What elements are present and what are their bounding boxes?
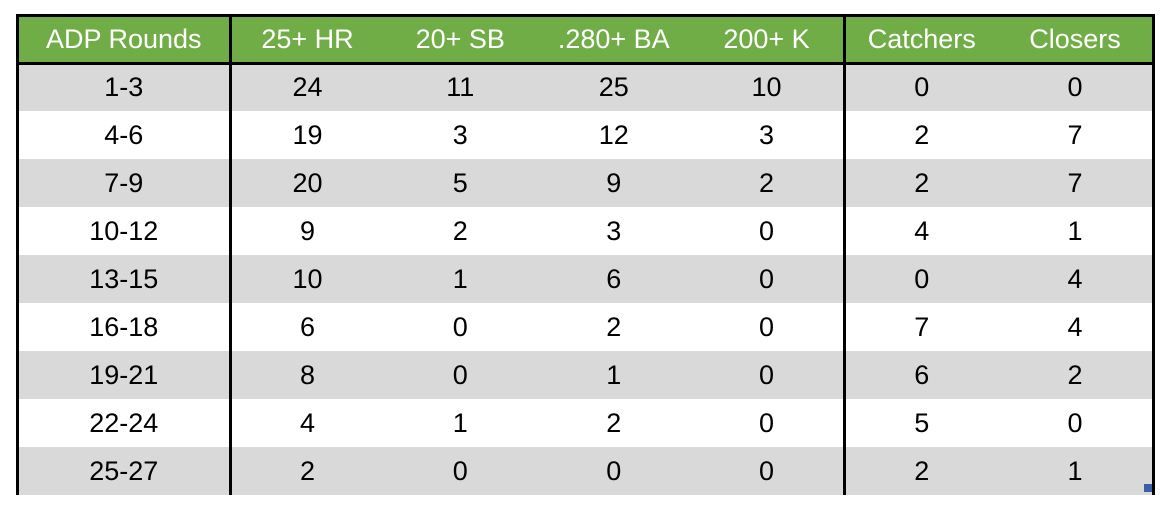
- cell-25-hr: 24: [228, 63, 384, 111]
- cell-catchers: 0: [842, 255, 998, 303]
- cell-20-sb: 0: [383, 351, 537, 399]
- cell-200-k: 0: [690, 303, 844, 351]
- cell-25-hr: 20: [228, 159, 384, 207]
- cell-adp-rounds: 25-27: [19, 447, 230, 495]
- cell-25-hr: 9: [228, 207, 384, 255]
- cell-280-ba: 1: [537, 351, 691, 399]
- cell-closers: 7: [998, 159, 1152, 207]
- table-row: 22-24 4 1 2 0 5 0: [19, 399, 1152, 447]
- cell-200-k: 0: [690, 447, 844, 495]
- header-200-k: 200+ K: [690, 17, 844, 65]
- cell-280-ba: 0: [537, 447, 691, 495]
- table-row: 7-9 20 5 9 2 2 7: [19, 159, 1152, 207]
- table-row: 16-18 6 0 2 0 7 4: [19, 303, 1152, 351]
- cell-200-k: 0: [690, 255, 844, 303]
- cell-20-sb: 5: [383, 159, 537, 207]
- cell-adp-rounds: 13-15: [19, 255, 230, 303]
- cell-280-ba: 6: [537, 255, 691, 303]
- cell-closers: 2: [998, 351, 1152, 399]
- cell-catchers: 7: [842, 303, 998, 351]
- header-280-ba: .280+ BA: [537, 17, 691, 65]
- cell-200-k: 0: [690, 399, 844, 447]
- cell-adp-rounds: 10-12: [19, 207, 230, 255]
- cell-25-hr: 6: [228, 303, 384, 351]
- cell-closers: 4: [998, 255, 1152, 303]
- cell-adp-rounds: 4-6: [19, 111, 230, 159]
- adp-stats-table: ADP Rounds 25+ HR 20+ SB .280+ BA 200+ K…: [19, 17, 1152, 495]
- cell-catchers: 4: [842, 207, 998, 255]
- cell-200-k: 10: [690, 63, 844, 111]
- cell-catchers: 0: [842, 63, 998, 111]
- cell-catchers: 2: [842, 159, 998, 207]
- cell-280-ba: 2: [537, 399, 691, 447]
- cell-25-hr: 2: [228, 447, 384, 495]
- cell-200-k: 3: [690, 111, 844, 159]
- cell-adp-rounds: 16-18: [19, 303, 230, 351]
- cell-catchers: 2: [842, 447, 998, 495]
- cell-adp-rounds: 1-3: [19, 63, 230, 111]
- table-row: 25-27 2 0 0 0 2 1: [19, 447, 1152, 495]
- header-20-sb: 20+ SB: [383, 17, 537, 65]
- table-row: 19-21 8 0 1 0 6 2: [19, 351, 1152, 399]
- cell-25-hr: 4: [228, 399, 384, 447]
- cell-catchers: 2: [842, 111, 998, 159]
- table-row: 4-6 19 3 12 3 2 7: [19, 111, 1152, 159]
- cell-catchers: 6: [842, 351, 998, 399]
- cell-catchers: 5: [842, 399, 998, 447]
- cell-20-sb: 0: [383, 447, 537, 495]
- cell-200-k: 2: [690, 159, 844, 207]
- cell-20-sb: 1: [383, 255, 537, 303]
- header-catchers: Catchers: [842, 17, 998, 65]
- cell-closers: 0: [998, 63, 1152, 111]
- cell-closers: 4: [998, 303, 1152, 351]
- cell-closers: 7: [998, 111, 1152, 159]
- cell-20-sb: 3: [383, 111, 537, 159]
- cell-20-sb: 0: [383, 303, 537, 351]
- cell-20-sb: 1: [383, 399, 537, 447]
- stats-table-frame: ADP Rounds 25+ HR 20+ SB .280+ BA 200+ K…: [16, 14, 1155, 495]
- cell-280-ba: 3: [537, 207, 691, 255]
- table-row: 10-12 9 2 3 0 4 1: [19, 207, 1152, 255]
- cell-25-hr: 8: [228, 351, 384, 399]
- header-closers: Closers: [998, 17, 1152, 65]
- cell-280-ba: 12: [537, 111, 691, 159]
- cell-closers: 1: [998, 207, 1152, 255]
- cell-200-k: 0: [690, 207, 844, 255]
- header-row: ADP Rounds 25+ HR 20+ SB .280+ BA 200+ K…: [19, 17, 1152, 65]
- header-25-hr: 25+ HR: [228, 17, 384, 65]
- cell-280-ba: 2: [537, 303, 691, 351]
- table-row: 13-15 10 1 6 0 0 4: [19, 255, 1152, 303]
- cell-280-ba: 9: [537, 159, 691, 207]
- cell-25-hr: 19: [228, 111, 384, 159]
- cell-closers: 1: [998, 447, 1152, 495]
- cell-20-sb: 11: [383, 63, 537, 111]
- header-adp-rounds: ADP Rounds: [19, 17, 230, 65]
- selection-resize-handle[interactable]: [1144, 484, 1152, 492]
- cell-adp-rounds: 7-9: [19, 159, 230, 207]
- cell-closers: 0: [998, 399, 1152, 447]
- table-row: 1-3 24 11 25 10 0 0: [19, 63, 1152, 111]
- cell-25-hr: 10: [228, 255, 384, 303]
- cell-adp-rounds: 22-24: [19, 399, 230, 447]
- cell-20-sb: 2: [383, 207, 537, 255]
- cell-adp-rounds: 19-21: [19, 351, 230, 399]
- cell-200-k: 0: [690, 351, 844, 399]
- cell-280-ba: 25: [537, 63, 691, 111]
